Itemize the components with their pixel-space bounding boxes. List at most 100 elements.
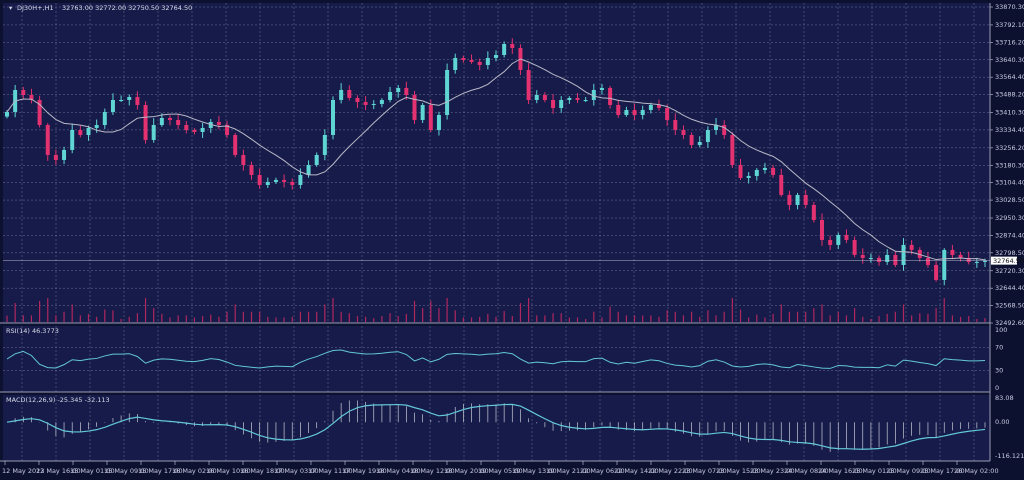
candle-bull xyxy=(485,57,490,65)
time-tick-label: 17 May 03:00 xyxy=(274,467,319,475)
candle-bear xyxy=(21,89,26,95)
time-tick-label: 19 May 21:00 xyxy=(546,467,591,475)
time-tick-label: 18 May 20:00 xyxy=(444,467,489,475)
candle-bear xyxy=(184,124,189,130)
candle-bear xyxy=(249,164,254,175)
price-axis[interactable]: 33870.30 33792.10 33716.20 33640.30 33564.40… xyxy=(3,3,1024,460)
candle-bear xyxy=(282,179,287,182)
candle-bear xyxy=(673,119,678,130)
candle-bear xyxy=(779,174,784,195)
price-tick-label: 32568.50 xyxy=(995,302,1024,310)
rsi-line xyxy=(6,349,986,369)
price-tick-label: 33334.40 xyxy=(995,126,1024,134)
candle-bull xyxy=(322,134,327,155)
candle-bear xyxy=(828,239,833,245)
candle-bear xyxy=(771,167,776,175)
candle-bear xyxy=(909,244,914,250)
candle-bull xyxy=(388,91,393,100)
candle-bear xyxy=(257,174,262,185)
candle-bull xyxy=(200,127,205,132)
candle-bear xyxy=(811,204,816,220)
macd-indicator xyxy=(6,400,986,452)
candle-bear xyxy=(730,134,735,165)
candle-bear xyxy=(958,254,963,258)
rsi-tick-label: 100 xyxy=(995,326,1007,334)
price-tick-label: 32492.60 xyxy=(995,319,1024,327)
price-tick-label: 32950.30 xyxy=(995,214,1024,222)
candle-bear xyxy=(925,257,930,265)
time-tick-label: 23 May 07:00 xyxy=(682,467,727,475)
candle-bull xyxy=(868,257,873,259)
time-tick-label: 12 May 2023 xyxy=(2,467,44,475)
price-tick-label: 33870.30 xyxy=(995,3,1024,11)
macd-pane[interactable] xyxy=(3,395,990,461)
candle-bull xyxy=(762,167,767,170)
candle-bull xyxy=(273,179,278,182)
current-price-box xyxy=(991,256,1017,265)
candle-bear xyxy=(803,194,808,205)
candle-bear xyxy=(45,124,50,155)
candle-bull xyxy=(885,254,890,262)
candle-bear xyxy=(363,101,368,105)
candle-bear xyxy=(917,249,922,258)
candle-bear xyxy=(355,97,360,102)
candle-bear xyxy=(966,257,971,262)
candle-bull xyxy=(754,169,759,176)
price-tick-label: 33716.20 xyxy=(995,38,1024,46)
time-tick-label: 19 May 05:00 xyxy=(478,467,523,475)
candle-bull xyxy=(534,94,539,100)
candle-bear xyxy=(722,124,727,135)
time-tick-label: 15 May 01:00 xyxy=(70,467,115,475)
candle-bull xyxy=(265,181,270,185)
candle-bear xyxy=(681,129,686,135)
volume-bars xyxy=(6,298,986,322)
price-tick-label: 33792.10 xyxy=(995,21,1024,29)
candle-bear xyxy=(877,257,882,262)
candle-bear xyxy=(689,134,694,145)
price-tick-label: 33410.30 xyxy=(995,109,1024,117)
candle-bull xyxy=(983,260,987,262)
rsi-tick-label: 70 xyxy=(995,343,1003,351)
candle-bull xyxy=(119,99,124,101)
candle-bear xyxy=(608,87,613,105)
macd-signal-line xyxy=(6,403,986,450)
current-price-label: 32764.50 xyxy=(993,257,1024,265)
candle-bear xyxy=(616,104,621,115)
candle-bear xyxy=(787,194,792,205)
candle-bear xyxy=(469,59,474,62)
candle-bear xyxy=(542,94,547,100)
dropdown-triangle-icon[interactable]: ▾ xyxy=(9,4,13,12)
candle-bull xyxy=(705,129,710,142)
candle-bear xyxy=(233,134,238,155)
candle-bull xyxy=(331,99,335,135)
rsi-pane[interactable] xyxy=(3,326,990,392)
time-tick-label: 22 May 06:00 xyxy=(580,467,625,475)
candle-bull xyxy=(436,114,441,130)
price-tick-label: 33256.20 xyxy=(995,144,1024,152)
time-tick-label: 23 May 15:00 xyxy=(716,467,761,475)
time-tick-label: 15 May 17:00 xyxy=(138,467,183,475)
candle-bull xyxy=(445,69,450,115)
price-tick-label: 32644.40 xyxy=(995,284,1024,292)
symbol-label: DJ30H+,H1 xyxy=(17,4,54,12)
candle-bull xyxy=(453,57,458,70)
candle-bull xyxy=(70,129,75,150)
candle-bear xyxy=(192,129,197,132)
candle-bear xyxy=(575,97,580,100)
moving-average xyxy=(6,58,986,261)
candle-bull xyxy=(62,149,67,160)
macd-tick-label: -116.121 xyxy=(995,452,1024,460)
price-tick-label: 33488.20 xyxy=(995,91,1024,99)
rsi-indicator xyxy=(3,347,990,371)
candle-bull xyxy=(697,141,702,145)
candle-bear xyxy=(347,89,352,98)
price-tick-label: 32874.40 xyxy=(995,231,1024,239)
time-tick-label: 22 May 14:00 xyxy=(614,467,659,475)
candle-bear xyxy=(78,129,83,135)
candle-bull xyxy=(298,174,303,185)
time-tick-label: 12 May 16:00 xyxy=(36,467,81,475)
candle-bull xyxy=(420,104,425,120)
grid xyxy=(0,3,991,462)
